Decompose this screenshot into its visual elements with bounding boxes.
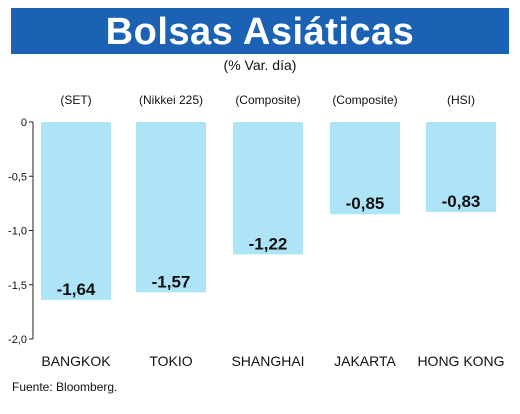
bars	[41, 122, 496, 300]
index-label: (Nikkei 225)	[139, 93, 203, 107]
x-category-label: JAKARTA	[334, 353, 396, 369]
chart-subtitle: (% Var. día)	[223, 57, 297, 73]
x-category-label: SHANGHAI	[231, 353, 304, 369]
index-label: (Composite)	[235, 93, 300, 107]
data-label: -0,85	[346, 194, 385, 213]
bar-tokio	[136, 122, 206, 293]
y-axis: 0 -0,5 -1,0 -1,5 -2,0	[8, 117, 34, 346]
x-category-label: TOKIO	[149, 353, 192, 369]
y-tick-label: -1,0	[8, 226, 27, 238]
x-axis-categories: BANGKOK TOKIO SHANGHAI JAKARTA HONG KONG	[41, 353, 504, 369]
source-note: Fuente: Bloomberg.	[12, 380, 118, 394]
bar-jakarta	[330, 122, 400, 215]
value-labels: -1,64 -1,57 -1,22 -0,85 -0,83	[57, 192, 481, 299]
x-category-label: BANGKOK	[41, 353, 111, 369]
bar-bangkok	[41, 122, 111, 300]
index-label: (SET)	[60, 93, 91, 107]
data-label: -1,57	[152, 272, 191, 291]
y-tick-label: -1,5	[8, 280, 27, 292]
x-category-label: HONG KONG	[417, 353, 504, 369]
bar-shanghai	[233, 122, 303, 255]
data-label: -1,22	[249, 234, 288, 253]
y-tick-label: 0	[21, 117, 27, 129]
y-tick-label: -0,5	[8, 171, 27, 183]
data-label: -1,64	[57, 280, 96, 299]
index-labels: (SET) (Nikkei 225) (Composite) (Composite) (…	[60, 93, 475, 107]
data-label: -0,83	[442, 192, 481, 211]
index-label: (Composite)	[332, 93, 397, 107]
bar-hong-kong	[426, 122, 496, 213]
index-label: (HSI)	[447, 93, 475, 107]
title-banner: Bolsas Asiáticas	[11, 8, 509, 54]
chart-title: Bolsas Asiáticas	[105, 11, 415, 53]
y-tick-label: -2,0	[8, 334, 27, 346]
